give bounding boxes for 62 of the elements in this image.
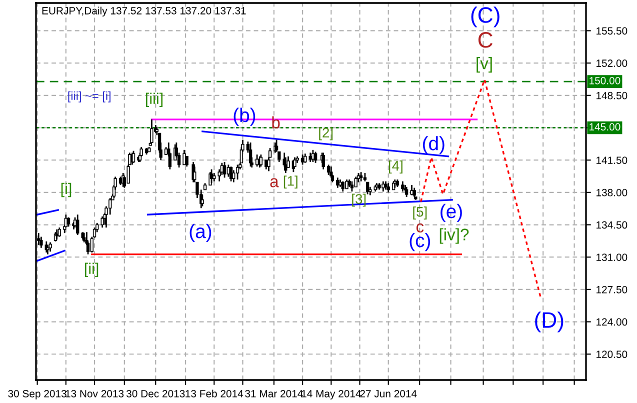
ref-line-label: 150.00	[590, 76, 620, 84]
y-tick-label: 138.00	[596, 188, 628, 196]
candlestick	[322, 152, 325, 170]
chart-title: EURJPY,Daily 137.52 137.53 137.20 137.31	[42, 6, 246, 16]
candlestick	[386, 182, 390, 194]
candlestick	[314, 151, 318, 164]
x-tick-label: 30 Sep 2013	[8, 390, 66, 400]
y-tick-label: 152.00	[596, 60, 628, 67]
ref-line-label: 145.00	[590, 123, 620, 131]
annotation: [ii]	[85, 262, 98, 278]
candlestick	[326, 164, 330, 176]
candlestick	[354, 176, 358, 188]
annotation: (e)	[440, 204, 462, 222]
annotation: [5]	[413, 206, 427, 220]
y-tick-label: 127.50	[596, 286, 628, 294]
candlestick	[232, 170, 236, 183]
x-tick-label: 30 Dec 2013	[126, 390, 185, 398]
annotation: (a)	[190, 224, 212, 242]
annotation: [iii]	[146, 92, 162, 108]
candlestick	[345, 178, 348, 190]
annotation: [2]	[319, 127, 333, 140]
candlestick	[222, 161, 226, 178]
candlestick	[48, 242, 52, 252]
y-tick-label: 148.50	[596, 92, 628, 100]
y-tick-label: 120.50	[596, 350, 628, 358]
annotation: (D)	[535, 312, 564, 332]
candlestick	[66, 216, 70, 228]
candlestick	[150, 118, 154, 144]
candlestick	[40, 236, 43, 249]
x-tick-label: 13 Feb 2014	[186, 390, 244, 398]
candlestick	[341, 180, 344, 192]
candlestick	[58, 226, 61, 238]
annotation: [1]	[284, 176, 298, 189]
candlestick	[76, 214, 80, 236]
x-tick-label: 31 Mar 2014	[245, 390, 303, 398]
candlestick	[236, 164, 240, 180]
candlestick	[55, 228, 58, 240]
annotation: (C)	[471, 6, 500, 28]
annotation: c	[416, 223, 424, 233]
candlestick	[410, 184, 414, 196]
y-tick-label: 131.00	[596, 254, 628, 261]
y-tick-label: 155.50	[596, 27, 628, 35]
candlestick	[185, 156, 188, 168]
x-tick-label: 13 Nov 2013	[66, 390, 124, 398]
annotation: a	[270, 178, 279, 188]
annotation: (c)	[410, 232, 430, 252]
annotation: [iii] ~= [i]	[68, 91, 110, 102]
candlestick	[366, 182, 370, 195]
annotation: (d)	[422, 136, 444, 154]
annotation: [iv]?	[440, 228, 469, 244]
annotation: [4]	[388, 160, 402, 174]
y-tick-label: 124.00	[596, 318, 628, 326]
candlestick	[350, 180, 354, 192]
annotation: [v]	[476, 57, 492, 73]
x-tick-label: 14 May 2014	[302, 390, 361, 400]
y-tick-label: 141.50	[596, 156, 628, 164]
annotation: [i]	[61, 182, 72, 198]
candlestick	[304, 152, 307, 164]
y-tick-label: 134.50	[596, 221, 628, 229]
x-tick-label: 27 Jun 2014	[360, 390, 417, 398]
annotation: C	[478, 32, 493, 48]
candlestick	[359, 171, 363, 182]
